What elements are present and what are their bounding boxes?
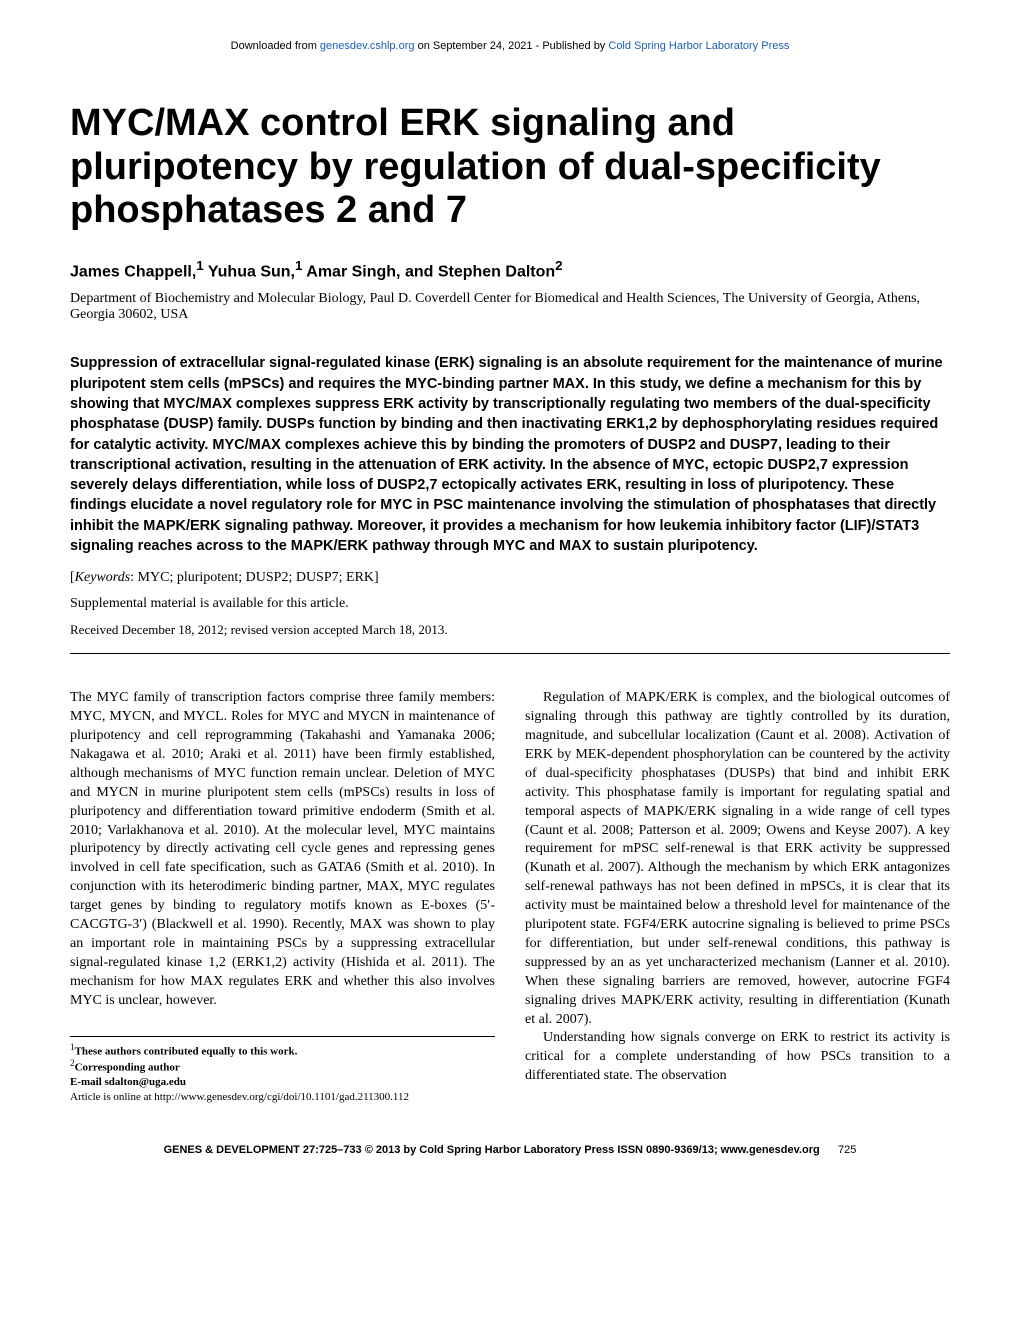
footnote-2: Corresponding author: [75, 1062, 180, 1074]
authors: James Chappell,1 Yuhua Sun,1 Amar Singh,…: [70, 258, 950, 281]
download-header: Downloaded from genesdev.cshlp.org on Se…: [70, 40, 950, 52]
footnote-article-url: Article is online at http://www.genesdev…: [70, 1090, 495, 1104]
body-columns: The MYC family of transcription factors …: [70, 689, 950, 1104]
footnote-1: These authors contributed equally to thi…: [75, 1045, 298, 1057]
page-footer: GENES & DEVELOPMENT 27:725–733 © 2013 by…: [70, 1144, 950, 1156]
abstract: Suppression of extracellular signal-regu…: [70, 353, 950, 556]
column-left: The MYC family of transcription factors …: [70, 689, 495, 1104]
body-para-2: Regulation of MAPK/ERK is complex, and t…: [525, 689, 950, 1029]
affiliation: Department of Biochemistry and Molecular…: [70, 291, 950, 323]
footnotes: 1These authors contributed equally to th…: [70, 1036, 495, 1105]
article-title: MYC/MAX control ERK signaling and plurip…: [70, 102, 950, 233]
header-prefix: Downloaded from: [231, 40, 320, 52]
keywords-text: MYC; pluripotent; DUSP2; DUSP7; ERK: [138, 570, 374, 585]
body-para-1: The MYC family of transcription factors …: [70, 689, 495, 1010]
received-note: Received December 18, 2012; revised vers…: [70, 622, 950, 638]
keywords-line: [Keywords: MYC; pluripotent; DUSP2; DUSP…: [70, 570, 950, 586]
header-link1[interactable]: genesdev.cshlp.org: [320, 40, 415, 52]
footnote-email: E-mail sdalton@uga.edu: [70, 1075, 495, 1089]
separator-rule: [70, 653, 950, 654]
header-middle: on September 24, 2021 - Published by: [415, 40, 609, 52]
keywords-label: Keywords: [75, 570, 130, 585]
footer-citation: GENES & DEVELOPMENT 27:725–733 © 2013 by…: [164, 1144, 820, 1156]
footer-page-number: 725: [838, 1144, 856, 1156]
supplemental-note: Supplemental material is available for t…: [70, 596, 950, 612]
body-para-3: Understanding how signals converge on ER…: [525, 1029, 950, 1086]
column-right: Regulation of MAPK/ERK is complex, and t…: [525, 689, 950, 1104]
header-link2[interactable]: Cold Spring Harbor Laboratory Press: [608, 40, 789, 52]
